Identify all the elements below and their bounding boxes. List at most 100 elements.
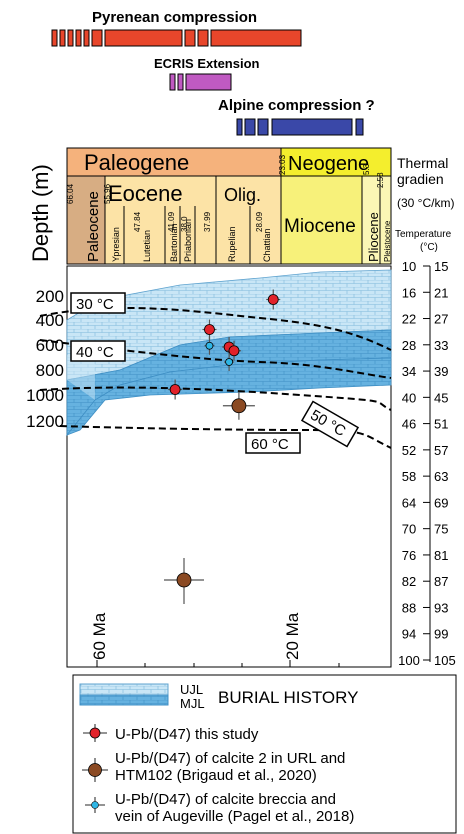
legend-pagel-2: vein of Augeville (Pagel et al., 2018) <box>115 808 354 825</box>
data-point <box>169 384 181 395</box>
legend-mjl-swatch <box>79 694 169 706</box>
middle-scale-tick: 22 <box>402 312 416 327</box>
ecris-label: ECRIS Extension <box>154 56 260 71</box>
age-label: 41.09 <box>167 211 176 232</box>
paleocene-label: Paleocene <box>85 191 102 262</box>
middle-scale-tick: 10 <box>402 259 416 274</box>
isotherm-label: 40 °C <box>76 344 114 361</box>
data-point <box>225 358 233 366</box>
temperature-tick: 21 <box>434 285 448 300</box>
temperature-tick: 105 <box>434 653 456 668</box>
eocene-label: Eocene <box>108 181 183 206</box>
isotherm-labels: 30 °C 40 °C 50 °C 60 °C <box>70 292 360 454</box>
legend-this-study-marker <box>83 724 107 742</box>
temperature-tick: 75 <box>434 522 448 537</box>
age-axis-label-20: 20 Ma <box>283 612 302 660</box>
ecris-bar <box>169 73 232 91</box>
alpine-bar <box>236 118 364 136</box>
middle-scale-tick: 46 <box>402 417 416 432</box>
legend-pagel-1: U-Pb/(D47) of calcite breccia and <box>115 791 336 808</box>
legend-ujl-swatch <box>79 683 169 696</box>
temperature-tick: 27 <box>434 312 448 327</box>
middle-scale-tick: 94 <box>402 627 416 642</box>
temperature-tick: 57 <box>434 443 448 458</box>
depth-tick: 400 <box>36 311 64 330</box>
middle-scale-tick: 64 <box>402 495 416 510</box>
isotherm-label: 60 °C <box>251 436 289 453</box>
middle-scale-tick: 76 <box>402 548 416 563</box>
miocene-label: Miocene <box>284 216 356 237</box>
legend-this-study: U-Pb/(D47) this study <box>115 726 259 743</box>
miocene-box <box>280 175 363 265</box>
age-label: 5.3 <box>362 163 371 175</box>
middle-scale-tick: 28 <box>402 338 416 353</box>
thermal-title-2: gradien <box>397 171 444 187</box>
temperature-tick: 69 <box>434 495 448 510</box>
data-point <box>228 345 240 357</box>
age-label: 23.03 <box>278 154 287 175</box>
data-point <box>176 572 192 588</box>
temperature-tick: 51 <box>434 417 448 432</box>
age-label: 55.96 <box>103 183 112 204</box>
temperature-tick: 45 <box>434 390 448 405</box>
thermal-title-1: Thermal <box>397 155 448 171</box>
age-label: 28.09 <box>255 211 264 232</box>
temperature-label: Temperature <box>395 229 452 240</box>
temperature-tick: 87 <box>434 574 448 589</box>
temperature-tick: 39 <box>434 364 448 379</box>
temperature-tick: 99 <box>434 627 448 642</box>
temperature-tick: 63 <box>434 469 448 484</box>
age-label: 47.84 <box>133 211 142 232</box>
eocene-oligocene-box <box>104 175 282 265</box>
age-labels: 66.04 55.96 47.84 41.09 38.0 37.99 28.09… <box>66 154 385 232</box>
stage-label: Chattian <box>262 228 272 262</box>
oligocene-label: Olig. <box>224 185 261 205</box>
pleistocene-label: Pleistocene <box>383 220 392 262</box>
stage-label: Bartonian <box>169 223 179 262</box>
paleogene-label: Paleogene <box>84 150 189 175</box>
stage-label: Rupelian <box>227 226 237 262</box>
age-label: 37.99 <box>203 211 212 232</box>
temperature-tick: 81 <box>434 548 448 563</box>
pliocene-label: Pliocene <box>366 212 381 262</box>
middle-scale-tick: 58 <box>402 469 416 484</box>
mjl-layer-lower <box>65 357 392 436</box>
age-label: 38.0 <box>180 216 189 232</box>
temperature-tick: 15 <box>434 259 448 274</box>
temperature-tick: 33 <box>434 338 448 353</box>
depth-tick: 1000 <box>26 386 64 405</box>
paleogene-box <box>66 147 282 177</box>
pyrenean-bar <box>51 29 302 47</box>
legend-pagel-marker <box>85 797 105 813</box>
legend-brigaud-marker <box>82 758 108 782</box>
stage-label: Lutetian <box>142 230 152 262</box>
middle-scale-tick: 82 <box>402 574 416 589</box>
age-axis-label-60: 60 Ma <box>90 612 109 660</box>
depth-tick: 800 <box>36 361 64 380</box>
right-scales: 10 15 16 21 22 27 28 33 34 39 40 45 46 51 52 57 58 63 64 69… <box>398 259 456 668</box>
isotherm-label: 30 °C <box>76 296 114 313</box>
middle-scale-tick: 100 <box>398 653 420 668</box>
pliocene-box <box>361 175 392 265</box>
depth-tick-labels: 200 400 600 800 1000 1200 <box>26 287 64 431</box>
thermal-gradient: (30 °C/km) <box>397 196 454 210</box>
neogene-box <box>280 147 392 177</box>
data-point <box>231 398 247 414</box>
neogene-label: Neogene <box>288 153 369 175</box>
depth-tick: 200 <box>36 287 64 306</box>
middle-scale-tick: 16 <box>402 285 416 300</box>
paleocene-box <box>66 175 106 265</box>
data-point <box>204 324 215 335</box>
middle-scale-tick: 52 <box>402 443 416 458</box>
stage-labels: Ypresian Lutetian Bartonian Priabonian R… <box>111 219 272 262</box>
temperature-tick: 93 <box>434 600 448 615</box>
legend-brigaud-1: U-Pb/(D47) of calcite 2 in URL and <box>115 750 345 767</box>
timescale-header <box>66 147 392 265</box>
alpine-label: Alpine compression ? <box>218 97 375 114</box>
middle-scale-tick: 88 <box>402 600 416 615</box>
middle-scale-tick: 70 <box>402 522 416 537</box>
middle-scale-tick: 40 <box>402 390 416 405</box>
age-label: 2.58 <box>376 172 385 188</box>
legend-mjl-label: MJL <box>180 696 205 711</box>
